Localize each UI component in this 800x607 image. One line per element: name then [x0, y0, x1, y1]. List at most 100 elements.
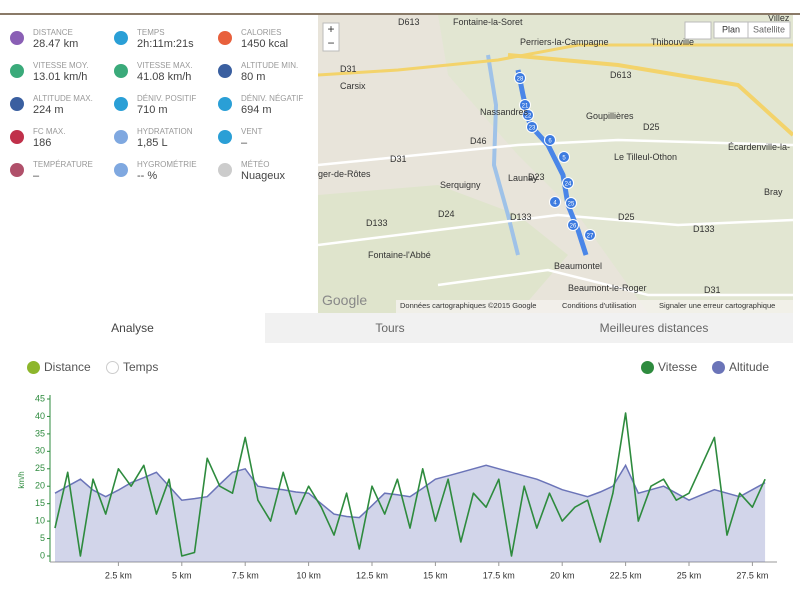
x-tick-label: 12.5 km [356, 570, 388, 580]
stat-icon [114, 64, 128, 78]
stat-value: 710 m [137, 104, 168, 116]
google-logo: Google [322, 292, 367, 308]
y-tick-label: 40 [35, 411, 45, 421]
road [318, 213, 793, 247]
zoom-out[interactable]: − [327, 36, 334, 50]
stat-icon [218, 31, 232, 45]
tabs: Analyse Tours Meilleures distances [0, 313, 793, 343]
stat-label: CALORIES [241, 28, 282, 37]
y-tick-label: 20 [35, 481, 45, 491]
x-mode-toggle[interactable]: Distance [27, 359, 91, 375]
legend-swatch [641, 361, 654, 375]
place-label: Beaumontel [554, 261, 602, 271]
route-marker-label: 25 [568, 202, 575, 208]
radio-off [106, 361, 119, 375]
y-tick-label: 35 [35, 428, 45, 438]
stat-value: – [241, 137, 248, 149]
stat: DÉNIV. POSITIF 710 m [104, 94, 208, 124]
place-label: Serquigny [440, 180, 481, 190]
radio-on [27, 361, 40, 375]
road-label: D31 [704, 285, 721, 295]
stat-label: ALTITUDE MAX. [33, 94, 93, 103]
speed-line [54, 412, 766, 557]
place-label: Beaumont-le-Roger [568, 283, 647, 293]
analysis-panel: Distance Temps Vitesse Altitude [0, 343, 793, 607]
stat: HYDRATATION 1,85 L [104, 127, 208, 157]
zoom-control[interactable] [322, 22, 340, 52]
route-marker [567, 219, 579, 231]
road [437, 268, 793, 297]
place-label: Bray [764, 187, 783, 197]
road-label: D133 [366, 218, 388, 228]
stat-label: HYGROMÉTRIE [137, 160, 197, 169]
legend-item[interactable]: Altitude [712, 359, 769, 375]
road-label: D24 [438, 209, 455, 219]
stat-value: 224 m [33, 104, 64, 116]
stat-value: 28.47 km [33, 38, 79, 50]
stat-icon [10, 64, 24, 78]
stat-label: VITESSE MOY. [33, 61, 89, 70]
stat: DISTANCE 28.47 km [0, 28, 104, 58]
stat-label: HYDRATATION [137, 127, 193, 136]
legend-label: Altitude [729, 360, 770, 374]
place-label: Perriers-la-Campagne [520, 37, 609, 47]
stat-value: – [33, 170, 40, 182]
stat-value: 1,85 L [137, 137, 168, 149]
route-marker-label: 23 [529, 126, 536, 132]
x-tick-label: 7.5 km [232, 570, 259, 580]
x-tick-label: 20 km [550, 570, 575, 580]
road-label: D613 [398, 17, 420, 27]
attribution[interactable]: Signaler une erreur cartographique [659, 301, 775, 310]
stat-label: ALTITUDE MIN. [241, 61, 299, 70]
zoom-in[interactable]: + [327, 22, 334, 36]
route-marker-label: 24 [565, 182, 572, 188]
y-tick-label: 45 [35, 393, 45, 403]
map[interactable]: 28 21 22 23 6 5 24 4 25 26 27 Fontaine-la-Soret Pe… [318, 15, 793, 313]
x-tick-label: 5 km [172, 570, 192, 580]
y-tick-label: 25 [35, 463, 45, 473]
legend-item[interactable]: Vitesse [641, 359, 697, 375]
x-mode-toggle[interactable]: Temps [106, 359, 158, 375]
attribution: Données cartographiques ©2015 Google [400, 301, 536, 310]
stat-icon [10, 163, 24, 177]
stat: MÉTÉO Nuageux [208, 160, 312, 190]
x-tick-label: 22.5 km [610, 570, 642, 580]
place-label: Carsix [340, 81, 366, 91]
road [318, 43, 793, 77]
y-tick-label: 10 [35, 515, 45, 525]
stat-icon [218, 130, 232, 144]
stat: CALORIES 1450 kcal [208, 28, 312, 58]
x-mode-label: Temps [123, 360, 159, 374]
stat-icon [218, 64, 232, 78]
satellite-button-label[interactable]: Satellite [753, 24, 785, 34]
tab[interactable]: Tours [375, 321, 405, 335]
stat: ALTITUDE MIN. 80 m [208, 61, 312, 91]
road-label: D133 [510, 212, 532, 222]
route-marker [526, 121, 538, 133]
attribution[interactable]: Conditions d'utilisation [562, 301, 636, 310]
satellite-button[interactable] [747, 21, 791, 39]
plan-button-label[interactable]: Plan [722, 24, 740, 34]
y-tick-label: 30 [35, 446, 45, 456]
place-label: Nassandres [480, 107, 529, 117]
stat: TEMPÉRATURE – [0, 160, 104, 190]
legend-label: Vitesse [658, 360, 698, 374]
stat-icon [218, 97, 232, 111]
route-marker [549, 196, 561, 208]
y-tick-label: 0 [40, 550, 45, 560]
map-toggle[interactable] [684, 21, 712, 40]
route-marker-label: 22 [525, 114, 532, 120]
route-marker [558, 151, 570, 163]
tab[interactable]: Analyse [0, 313, 265, 343]
stat: FC MAX. 186 [0, 127, 104, 157]
stat-label: VITESSE MAX. [137, 61, 193, 70]
stat: DÉNIV. NÉGATIF 694 m [208, 94, 312, 124]
place-label: Fontaine-l'Abbé [368, 250, 431, 260]
place-label: Launay [508, 173, 538, 183]
stat-label: DÉNIV. POSITIF [137, 94, 197, 103]
route-marker [522, 109, 534, 121]
x-tick-label: 17.5 km [483, 570, 515, 580]
map-field [438, 15, 793, 313]
x-tick-label: 15 km [423, 570, 448, 580]
tab[interactable]: Meilleures distances [599, 321, 709, 335]
